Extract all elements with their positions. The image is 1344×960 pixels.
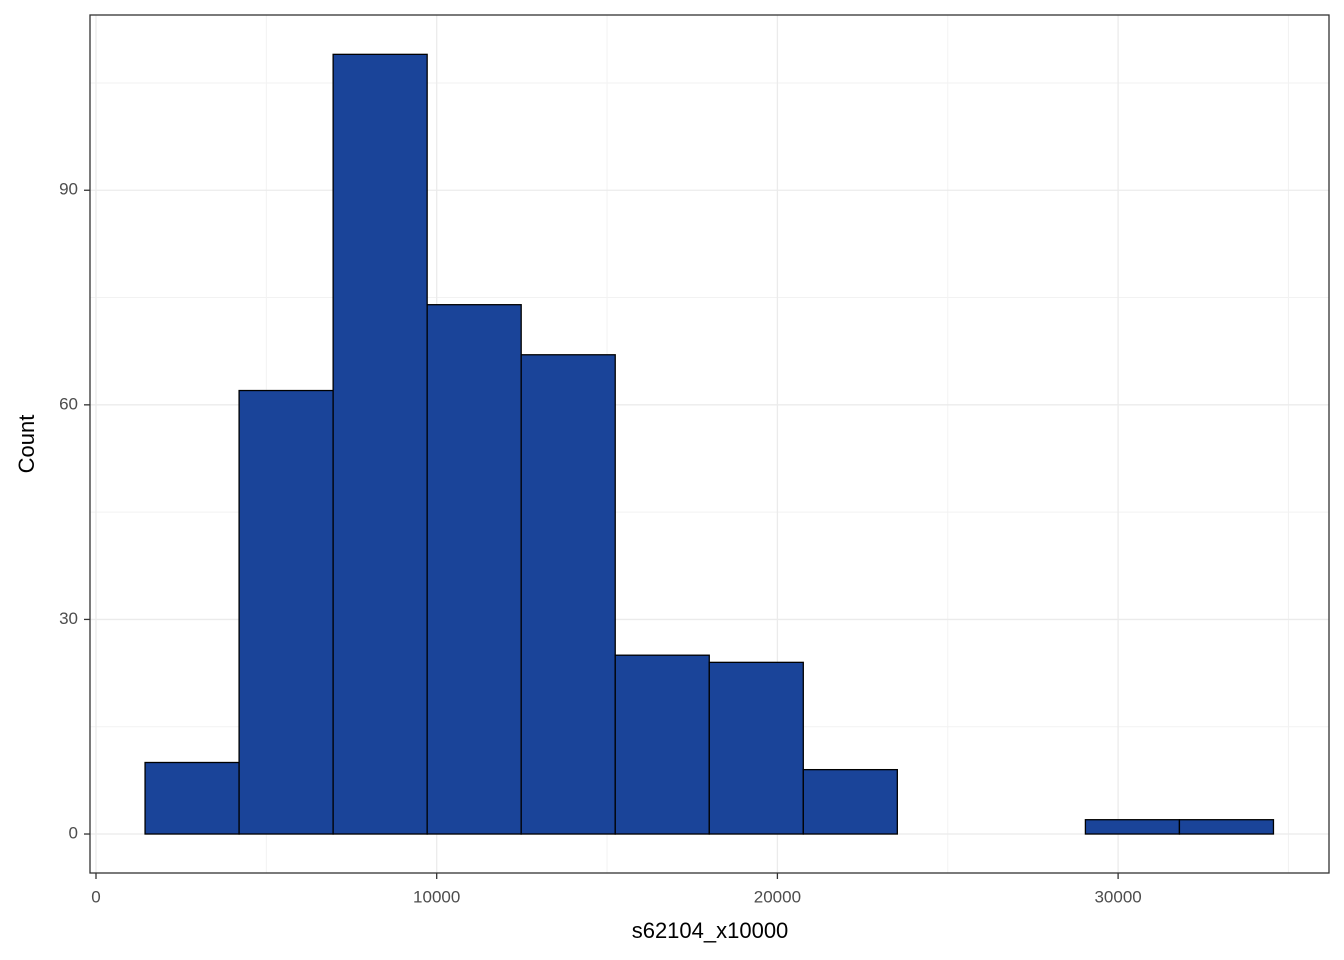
y-tick-label: 30 [59, 609, 78, 628]
panel-border [89, 14, 1330, 874]
bar [1178, 819, 1275, 835]
y-tick-label: 60 [59, 394, 78, 413]
x-tick-label: 20000 [754, 887, 801, 906]
bar [708, 661, 804, 835]
bar [614, 654, 710, 835]
bar [332, 53, 428, 835]
bar [1084, 819, 1181, 835]
bar [238, 389, 334, 835]
bar [144, 761, 240, 835]
x-tick-label: 30000 [1094, 887, 1141, 906]
bar [802, 768, 898, 835]
y-axis-title: Count [14, 415, 39, 474]
x-tick-label: 0 [91, 887, 100, 906]
x-tick-label: 10000 [413, 887, 460, 906]
x-axis-title: s62104_x10000 [632, 918, 789, 943]
bar [426, 304, 522, 835]
bar [520, 354, 616, 835]
y-tick-label: 0 [69, 824, 78, 843]
y-tick-label: 90 [59, 180, 78, 199]
